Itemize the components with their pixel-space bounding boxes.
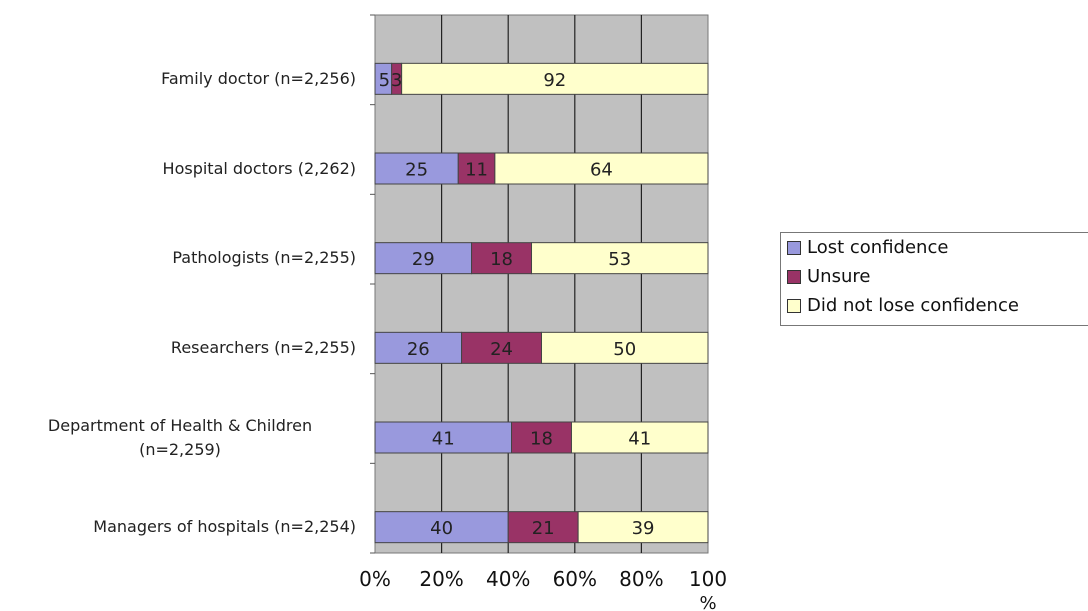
category-label-line: Hospital doctors (2,262) [162,158,356,178]
legend-item-unsure: Unsure [787,266,870,287]
bar-segment [494,152,709,185]
x-tick-label: 0% [359,567,391,591]
bar-segment [374,511,509,544]
data-label: 5 [379,70,390,91]
data-label: 50 [613,339,636,360]
data-label: 40 [430,518,453,539]
x-tick-label: 40% [486,567,530,591]
bar-segment [507,511,579,544]
data-label: 29 [412,249,435,270]
bar-segment [541,331,709,364]
data-label: 25 [405,160,428,181]
bar-segment [577,511,709,544]
category-label-line: (n=2,259) [139,439,221,459]
legend-swatch-unsure [787,269,801,284]
legend-label-did-not-lose-confidence: Did not lose confidence [807,295,1019,316]
x-tick-label: 100 [689,567,727,591]
bar-segment [457,152,496,185]
x-tick-label: 20% [419,567,463,591]
category-label-line: Pathologists (n=2,255) [172,248,356,268]
category-label-line: Managers of hospitals (n=2,254) [93,517,356,537]
data-label: 24 [490,339,513,360]
bar-segment [511,421,572,454]
bar-segment [570,421,709,454]
legend-label-unsure: Unsure [807,266,871,287]
data-label: 53 [608,249,631,270]
data-label: 39 [632,518,655,539]
category-label: Hospital doctors (2,262) [0,157,356,181]
data-label: 11 [465,160,488,181]
category-label-line: Researchers (n=2,255) [170,337,356,357]
bar-segment [374,242,473,275]
plot-area [374,14,709,554]
legend-swatch-did-not-lose-confidence [787,298,801,313]
bar-segment [471,242,533,275]
category-label: Managers of hospitals (n=2,254) [0,515,356,539]
x-tick-label: 60% [553,567,597,591]
bar-segment [461,331,542,364]
category-label: Family doctor (n=2,256) [0,67,356,91]
data-label: 21 [532,518,555,539]
data-label: 41 [628,429,651,450]
data-label: 18 [490,249,513,270]
data-label: 64 [590,160,613,181]
category-label-line: Family doctor (n=2,256) [161,68,356,88]
data-label: 18 [530,429,553,450]
bar-segment [374,421,513,454]
data-label: 3 [391,70,402,91]
category-label: Department of Health & Children (n=2,259) [4,414,356,462]
bar-segment [531,242,709,275]
data-label: 26 [407,339,430,360]
legend-item-lost-confidence: Lost confidence [787,237,948,258]
bar-segment [401,62,709,95]
category-label-line: Department of Health & Children [47,415,313,435]
x-unit-label: % [699,593,716,611]
category-label: Pathologists (n=2,255) [0,246,356,270]
x-tick-label: 80% [619,567,663,591]
legend-label-lost-confidence: Lost confidence [807,237,949,258]
legend: Lost confidence Unsure Did not lose conf… [780,232,1088,326]
legend-swatch-lost-confidence [787,240,801,255]
category-label: Researchers (n=2,255) [0,336,356,360]
bar-segment [374,152,459,185]
legend-item-did-not-lose-confidence: Did not lose confidence [787,295,1019,316]
data-label: 92 [543,70,566,91]
data-label: 41 [432,429,455,450]
